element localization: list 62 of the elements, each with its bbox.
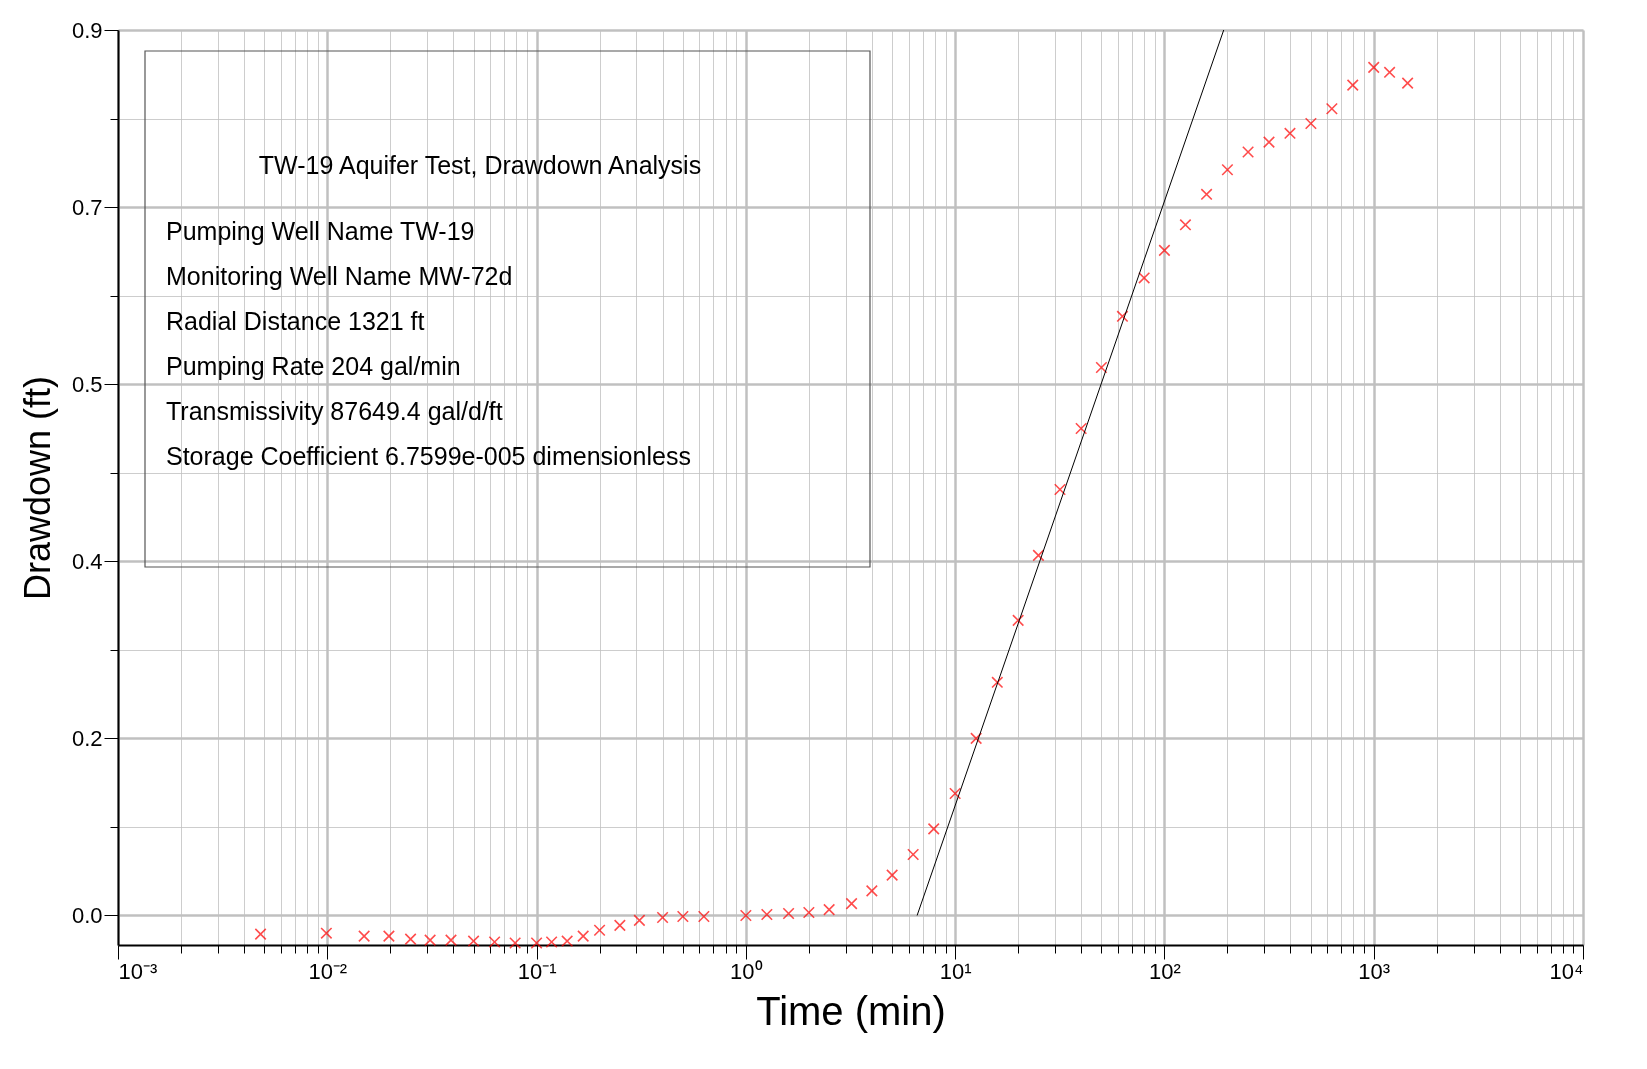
point xyxy=(444,934,458,947)
point xyxy=(782,907,795,920)
point xyxy=(1221,163,1234,176)
point xyxy=(509,936,522,950)
point xyxy=(1116,310,1129,323)
point xyxy=(845,897,858,910)
point xyxy=(823,903,836,916)
point xyxy=(907,848,920,861)
point xyxy=(467,935,480,948)
annotation: Radial Distance 1321 ft xyxy=(166,307,425,335)
x-tick-label: 10³ xyxy=(1358,958,1391,984)
point xyxy=(1138,271,1151,284)
point xyxy=(1262,136,1276,149)
point xyxy=(802,906,815,919)
y-tick-label: 0.9 xyxy=(71,17,103,43)
point xyxy=(970,732,983,745)
y-tick-label: 0.4 xyxy=(71,548,103,574)
point xyxy=(991,676,1004,689)
point xyxy=(1242,145,1255,159)
point xyxy=(382,930,395,943)
y-tick-label: 0.7 xyxy=(71,194,103,220)
x-axis-title: Time (min) xyxy=(756,988,946,1033)
point xyxy=(886,869,899,882)
point xyxy=(1032,549,1045,562)
point xyxy=(404,933,417,946)
point xyxy=(1095,361,1108,374)
point xyxy=(865,884,878,897)
point xyxy=(488,936,501,949)
x-tick-label: 10⁴ xyxy=(1549,958,1584,984)
x-tick-label: 10⁻³ xyxy=(118,958,158,984)
x-tick-label: 10⁰ xyxy=(730,958,763,984)
point xyxy=(1179,218,1192,231)
point xyxy=(1325,102,1338,115)
annotation: Pumping Well Name TW-19 xyxy=(166,217,475,245)
point xyxy=(1346,79,1359,92)
y-tick-label: 0.2 xyxy=(71,725,103,751)
point xyxy=(1367,61,1380,74)
x-tick-label: 10² xyxy=(1149,958,1181,984)
annotation: Transmissivity 87649.4 gal/d/ft xyxy=(166,397,503,425)
annotation: TW-19 Aquifer Test, Drawdown Analysis xyxy=(258,151,702,179)
x-tick-label: 10⁻¹ xyxy=(517,958,557,984)
point xyxy=(927,822,940,835)
point xyxy=(739,909,752,922)
y-axis-title: Drawdown (ft) xyxy=(16,375,58,601)
point xyxy=(1283,127,1297,140)
x-tick-label: 10¹ xyxy=(939,958,972,984)
x-tick-label: 10⁻² xyxy=(308,958,348,984)
point xyxy=(1012,614,1025,627)
y-tick-label: 0.5 xyxy=(71,371,103,397)
point xyxy=(1075,422,1088,435)
point xyxy=(1200,188,1213,201)
point xyxy=(949,787,962,800)
point xyxy=(424,934,437,947)
annotation: Pumping Rate 204 gal/min xyxy=(166,352,461,380)
point xyxy=(760,908,773,921)
annotation: Monitoring Well Name MW-72d xyxy=(166,262,513,290)
point xyxy=(1158,244,1171,257)
annotation: Storage Coefficient 6.7599e-005 dimensionless xyxy=(166,442,691,470)
point xyxy=(1304,117,1317,130)
point xyxy=(1053,483,1067,496)
point xyxy=(530,936,543,950)
y-tick-label: 0.0 xyxy=(71,902,103,928)
